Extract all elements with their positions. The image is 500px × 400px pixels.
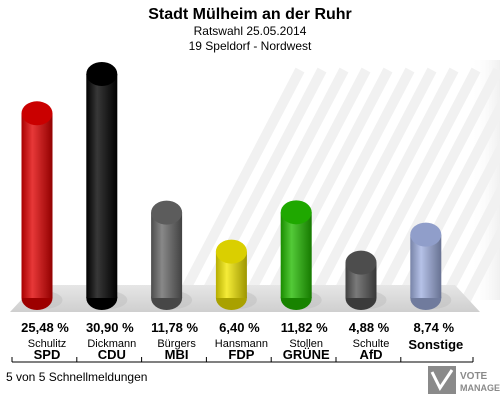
party-label: SPD [34,347,61,362]
bar-top [280,200,312,225]
value-label: 8,74 % [414,320,455,335]
value-label: 4,88 % [349,320,390,335]
bar-mbi [151,200,193,310]
candidate-label: Schulte [353,338,390,350]
bar-cdu [86,62,128,310]
background-fan [175,67,500,303]
value-label: 25,48 % [21,320,69,335]
party-label: Sonstige [408,337,463,352]
background-fan-line [175,67,305,303]
bar-body [86,74,118,298]
bar-top [86,62,118,86]
background-fan-line [417,139,500,303]
bar-top [151,200,183,225]
logo-text-vote: VOTE [460,371,488,382]
party-label: AfD [359,347,382,362]
candidate-label: Dickmann [87,338,136,350]
candidate-label: Bürgers [157,338,196,350]
bar-body [21,113,53,298]
party-label: FDP [228,347,254,362]
bar-top [345,250,377,275]
bar-top [410,222,442,247]
party-label: GRÜNE [283,347,330,362]
chart-subtitle-district: 19 Speldorf - Nordwest [189,39,312,53]
bar-top [215,239,247,264]
value-label: 30,90 % [86,320,134,335]
candidate-label: Hansmann [215,338,268,350]
party-label: CDU [98,347,126,362]
logo-check-icon [430,369,454,391]
bar-fdp [215,239,257,310]
logo-text-manager: MANAGER [460,383,500,393]
value-label: 11,78 % [151,320,198,335]
candidate-label: Stollen [289,338,323,350]
background-fan-line [461,224,500,303]
background-fan-line [439,181,500,303]
bar-grüne [280,200,322,310]
vote-manager-logo: VOTE MANAGER [428,366,500,394]
bars-group [21,62,452,310]
background-fan-line [373,67,500,303]
bar-top [21,101,53,126]
candidate-label: Schulitz [28,338,67,350]
bar-body [151,212,183,298]
party-label: MBI [165,347,189,362]
background-fan-line [241,67,371,303]
footer-text: 5 von 5 Schnellmeldungen [6,370,147,384]
bar-sonstige [410,222,452,310]
background-fan-line [307,67,437,303]
bar-afd [345,250,387,310]
bar-spd [21,101,63,310]
chart-subtitle: Ratswahl 25.05.2014 [194,24,307,38]
value-label: 11,82 % [281,320,328,335]
chart-title: Stadt Mülheim an der Ruhr [148,6,352,23]
value-label: 6,40 % [219,320,260,335]
bar-body [280,212,312,298]
